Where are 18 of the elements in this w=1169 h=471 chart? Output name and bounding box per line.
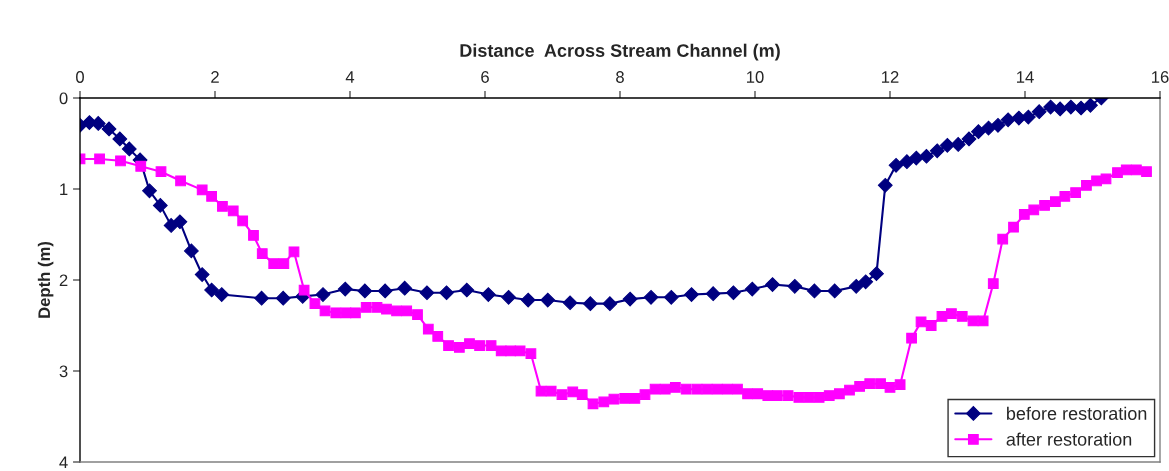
legend-label: before restoration (1007, 406, 1147, 420)
y-tick-label: 3 (59, 365, 68, 378)
legend-label: after restoration (1006, 432, 1132, 446)
x-tick-label: 0 (76, 71, 84, 83)
y-tick-label: 0 (59, 92, 68, 105)
y-tick-label: 1 (60, 183, 68, 196)
y-tick-label: 2 (59, 274, 68, 287)
x-tick-label: 14 (1017, 71, 1034, 83)
x-axis-title: Distance Across Stream Channel (m) (460, 43, 780, 61)
y-tick-label: 4 (59, 456, 68, 469)
y-axis-title: Depth (m) (37, 241, 54, 318)
x-tick-label: 4 (345, 71, 355, 83)
x-tick-label: 16 (1152, 71, 1169, 83)
x-tick-label: 12 (882, 71, 899, 83)
x-tick-label: 10 (747, 71, 764, 83)
x-tick-label: 2 (211, 71, 219, 83)
x-tick-label: 8 (616, 71, 624, 83)
x-tick-label: 6 (481, 71, 489, 83)
